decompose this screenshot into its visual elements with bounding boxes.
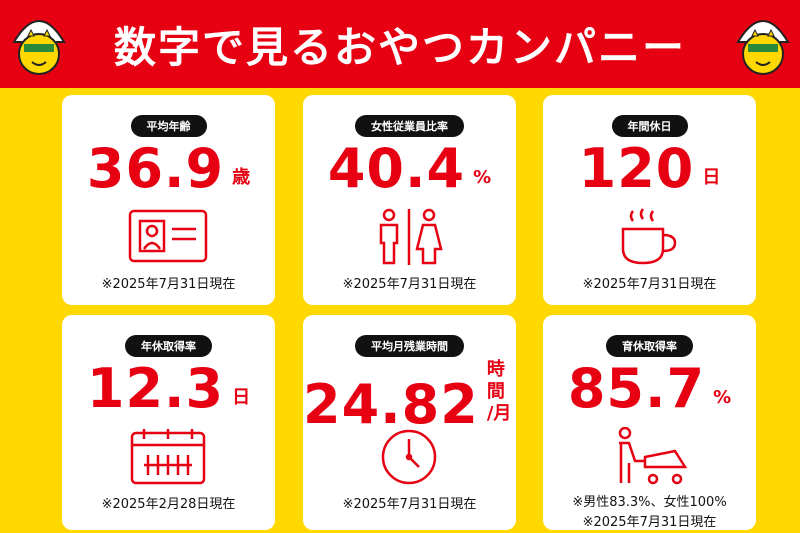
value-row: 85.7% [543,359,756,419]
title: 数字で見るおやつカンパニー [113,23,686,72]
stat-unit: 日 [232,387,250,409]
stat-card: 平均月残業時間 24.82 時間/月 ※2025年7月31日現在 [303,315,516,530]
value-row: 36.9 歳 [62,139,275,199]
stat-unit: 時間/月 [487,359,516,425]
value-row: 120 日 [543,139,756,199]
stat-value: 36.9 [86,137,225,200]
icon [128,209,208,263]
stat-card: 平均年齢 36.9 歳 ※2025年7月31日現在 [62,95,275,305]
stat-unit: % [713,387,731,409]
label-row: 年休取得率 [62,335,275,357]
icon [379,208,443,265]
note: ※2025年7月31日現在 [342,497,477,512]
mascot [736,20,790,75]
icon [621,208,677,265]
header: 数字で見るおやつカンパニー [0,0,800,88]
stat-card: 年間休日 120 日 ※2025年7月31日現在 [543,95,756,305]
stat-value: 120 [578,137,695,200]
stat-unit: 日 [702,167,720,189]
stat-value: 24.82 [303,373,479,436]
stat-card: 育休取得率 85.7% ※男性83.3%、女性100% ※2025年7月31日現在 [543,315,756,530]
icon [618,427,688,485]
note: ※2025年7月31日現在 [342,277,477,292]
stat-label: 年休取得率 [125,335,212,357]
stat-label: 平均月残業時間 [355,335,464,357]
unit-line: % [713,387,732,408]
stat-value: 12.3 [86,357,225,420]
label-row: 女性従業員比率 [303,115,516,137]
note: ※男性83.3%、女性100% [572,495,727,510]
stat-card: 年休取得率 12.3 日 ※2025年2月28日現在 [62,315,275,530]
label-row: 年間休日 [543,115,756,137]
mascot [12,20,66,75]
unit-line: 歳 [232,167,251,188]
stat-label: 平均年齢 [130,115,207,137]
label-row: 育休取得率 [543,335,756,357]
unit-line: 日 [702,167,721,188]
unit-line: 時間 [486,359,505,402]
note: ※2025年7月31日現在 [101,277,236,292]
value-row: 24.82 時間/月 [303,359,516,435]
stat-value: 40.4 [327,137,466,200]
unit-line: % [473,167,492,188]
value-row: 40.4% [303,139,516,199]
value-row: 12.3 日 [62,359,275,419]
label-row: 平均月残業時間 [303,335,516,357]
stat-value: 85.7 [567,357,706,420]
note: ※2025年2月28日現在 [101,497,236,512]
note: ※2025年7月31日現在 [582,277,717,292]
note: ※2025年7月31日現在 [582,515,717,530]
stat-label: 年間休日 [611,115,688,137]
label-row: 平均年齢 [62,115,275,137]
unit-line: /月 [486,403,512,424]
icon [130,429,206,485]
stat-card: 女性従業員比率 40.4% ※2025年7月31日現在 [303,95,516,305]
stat-unit: % [473,167,491,189]
icon [381,429,437,485]
stat-unit: 歳 [232,167,250,189]
stat-label: 女性従業員比率 [355,115,464,137]
stat-label: 育休取得率 [606,335,693,357]
unit-line: 日 [232,387,251,408]
